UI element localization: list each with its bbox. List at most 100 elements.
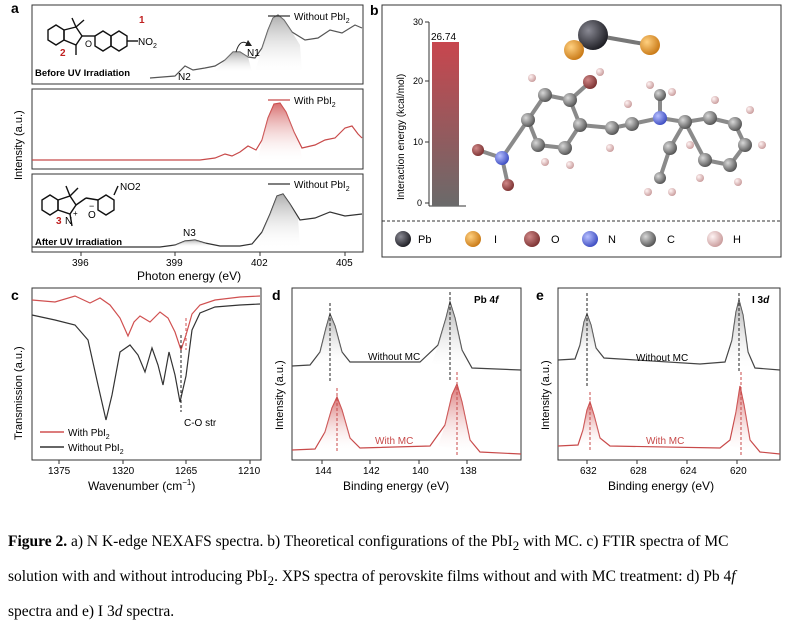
structure-merocyanine — [41, 185, 119, 227]
ylabel-e: Intensity (a.u.) — [540, 360, 552, 430]
interaction-energy-bar — [432, 42, 459, 206]
label-e-with: With MC — [646, 436, 684, 447]
caption-text-3: . XPS spectra of perovskite films withou… — [274, 568, 732, 586]
struct-plus-a3: + — [73, 209, 78, 218]
ytick-label-b-1: 10 — [413, 137, 423, 147]
struct-o-a3: O — [88, 210, 96, 221]
molecule-model — [472, 20, 766, 196]
legend-ball-c — [640, 231, 656, 247]
xtick-label-e-0: 632 — [580, 466, 597, 477]
caption-italic-2: d — [114, 603, 123, 621]
xtick-label-d-3: 138 — [460, 466, 477, 477]
xlabel-a: Photon energy (eV) — [137, 269, 241, 283]
subplot-a2 — [31, 88, 364, 170]
legend-a2: With PbI2 — [294, 96, 336, 109]
title-e: I 3d — [752, 295, 770, 306]
legend-label-c: C — [667, 234, 675, 246]
figure-caption: Figure 2. a) N K-edge NEXAFS spectra. b)… — [8, 526, 778, 627]
figure-canvas: a Without PbI2 N1 N2 Before UV Irradiati… — [11, 0, 782, 493]
subplot-a3 — [31, 173, 364, 253]
xtick-label-d-2: 140 — [412, 466, 429, 477]
legend-a3: Without PbI2 — [294, 180, 350, 193]
panel-d: d Pb 4f Without MC With MC Intensity (a.… — [272, 287, 522, 493]
spectrum-a1 — [149, 14, 363, 79]
panel-c: c C-O str With PbI2 Without PbI2 Transmi… — [11, 287, 262, 493]
xlabel-d: Binding energy (eV) — [343, 479, 449, 493]
legend-a1: Without PbI2 — [294, 12, 350, 25]
caption-figure-number: Figure 2. — [8, 533, 68, 550]
subplot-a1 — [31, 4, 364, 85]
plot-e-frame — [557, 287, 781, 461]
caption-sub-2: 2 — [267, 573, 275, 589]
xtick-label-c-3: 1210 — [238, 466, 261, 477]
title-d: Pb 4f — [474, 295, 500, 306]
caption-text-5: spectra. — [122, 603, 175, 621]
struct-label-2: 2 — [60, 48, 66, 59]
xtick-label-e-2: 624 — [680, 466, 697, 477]
struct-minus-a3: − — [89, 201, 94, 211]
plot-c-frame — [31, 287, 262, 461]
ftir-with-pbi2 — [31, 295, 261, 352]
peak-label-n1: N1 — [247, 48, 260, 59]
title-a1: Before UV Irradiation — [35, 68, 130, 79]
legend-label-o: O — [551, 234, 560, 246]
panel-letter-a: a — [11, 0, 19, 16]
structure-spiropyran — [47, 17, 138, 55]
ytick-label-b-2: 20 — [413, 76, 423, 86]
caption-text-1: a) N K-edge NEXAFS spectra. b) Theoretic… — [67, 533, 513, 550]
bar-value-label: 26.74 — [431, 32, 456, 43]
caption-text-4: spectra and e) I 3 — [8, 603, 115, 621]
legend-label-pb: Pb — [418, 234, 431, 246]
ylabel-d: Intensity (a.u.) — [274, 360, 286, 430]
struct-n-a3: N — [65, 216, 72, 227]
peak-n1-fill — [214, 52, 252, 72]
panel-b: b 26.74 0 10 20 30 Interaction energy (k… — [369, 2, 782, 258]
arrow-head-n1 — [245, 40, 252, 46]
label-d-with: With MC — [375, 436, 413, 447]
legend-c-without: Without PbI2 — [68, 443, 124, 456]
caption-sub-1: 2 — [512, 538, 520, 554]
panel-e: e I 3d Without MC With MC Intensity (a.u… — [536, 287, 781, 493]
xtick-label-a-3: 405 — [336, 258, 353, 269]
spectrum-a2 — [32, 102, 363, 161]
xlabel-e: Binding energy (eV) — [608, 479, 714, 493]
peak-label-n2: N2 — [178, 72, 191, 83]
xps-d-without-fill2 — [432, 302, 470, 368]
peak-n3-fill — [168, 240, 212, 247]
ytick-label-b-0: 0 — [417, 198, 422, 208]
panel-letter-e: e — [536, 287, 544, 303]
xtick-label-c-1: 1320 — [112, 466, 135, 477]
xtick-label-a-2: 402 — [251, 258, 268, 269]
struct-no2-a1: NO2 — [138, 37, 157, 50]
legend-label-h: H — [733, 234, 741, 246]
struct-label-1: 1 — [139, 15, 145, 26]
struct-o-a1: O — [85, 39, 92, 49]
xps-e-with-fill2 — [730, 386, 756, 452]
peak-main-fill-a2 — [258, 103, 302, 160]
panel-letter-c: c — [11, 287, 19, 303]
panel-letter-d: d — [272, 287, 281, 303]
xtick-label-a-0: 396 — [72, 258, 89, 269]
struct-label-3: 3 — [56, 216, 62, 227]
xlabel-c: Wavenumber (cm−1) — [88, 478, 195, 493]
atom-legend: Pb I O N C H — [395, 231, 741, 247]
xtick-label-e-1: 628 — [630, 466, 647, 477]
legend-ball-n — [582, 231, 598, 247]
plot-d-frame — [291, 287, 522, 461]
xps-e-without-fill1 — [576, 314, 602, 359]
xps-d-with-fill2 — [438, 384, 478, 452]
title-a3: After UV Irradiation — [35, 237, 122, 248]
ftir-without-pbi2 — [31, 303, 261, 421]
xtick-label-d-0: 144 — [315, 466, 332, 477]
caption-italic-1: f — [731, 568, 736, 586]
xps-e-without-fill2 — [727, 300, 753, 368]
xps-d-with-fill1 — [318, 397, 358, 449]
label-e-without: Without MC — [636, 353, 688, 364]
xtick-label-c-0: 1375 — [48, 466, 71, 477]
annotation-c-o: C-O str — [184, 418, 217, 429]
peak-label-n3: N3 — [183, 228, 196, 239]
xps-e-with-fill1 — [579, 402, 606, 446]
ytick-label-b-3: 30 — [413, 17, 423, 27]
ylabel-c: Transmission (a.u.) — [13, 346, 25, 440]
peak-main-fill-a3 — [258, 194, 300, 247]
